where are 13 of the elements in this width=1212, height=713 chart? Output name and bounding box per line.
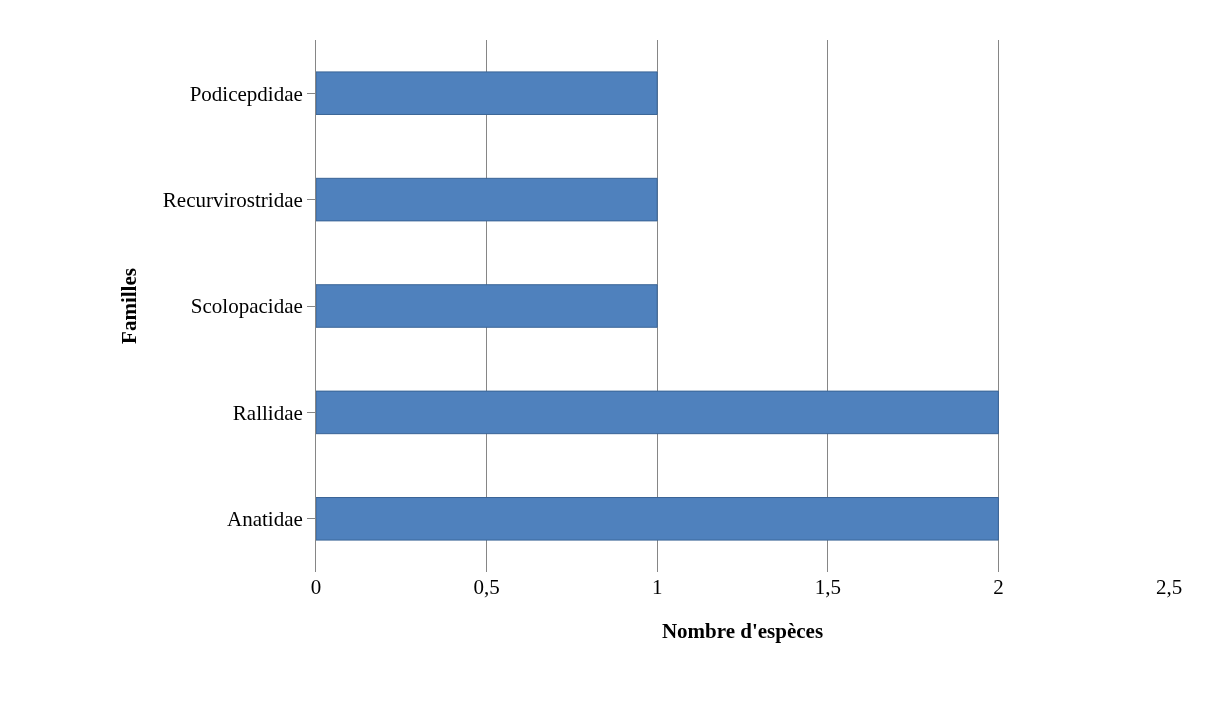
x-tick-label: 1,5 bbox=[814, 575, 841, 599]
x-tick-label: 0 bbox=[310, 575, 322, 599]
x-tick-label: 2 bbox=[993, 575, 1004, 599]
y-tick-label: Scolopacidae bbox=[190, 294, 303, 319]
y-tick-label: Rallidae bbox=[232, 400, 303, 425]
x-axis-title: Nombre d'espèces bbox=[661, 619, 824, 644]
y-axis-title: Familles bbox=[117, 268, 141, 344]
y-tick-label: Podicepdidae bbox=[189, 81, 303, 106]
y-tick-label: Recurvirostridae bbox=[162, 187, 303, 212]
x-tick-label: 0,5 bbox=[473, 575, 500, 599]
y-tick-label: Anatidae bbox=[227, 507, 303, 532]
x-tick-label: 2,5 bbox=[1155, 575, 1183, 599]
x-tick-label: 1 bbox=[651, 575, 663, 599]
